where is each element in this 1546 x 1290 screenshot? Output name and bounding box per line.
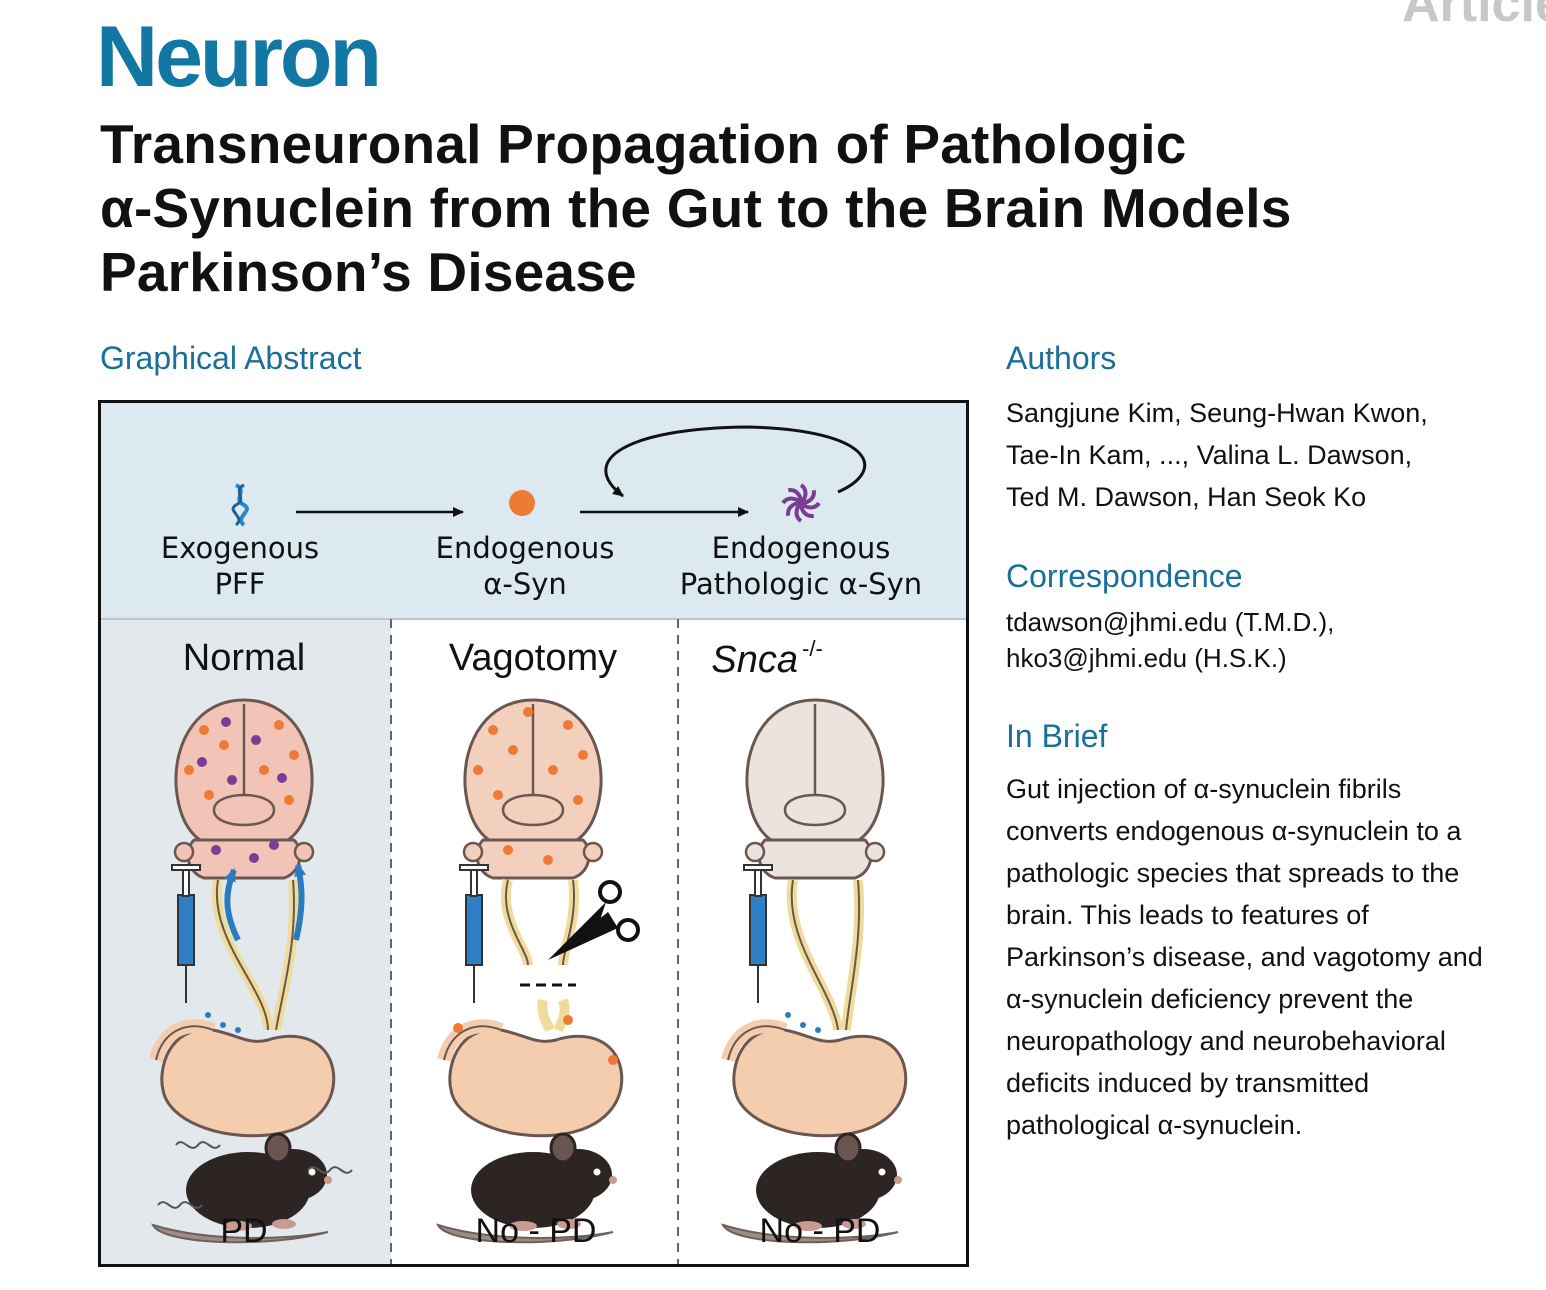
pff-fibril-icon — [231, 483, 249, 527]
graphical-abstract-figure: Exogenous PFF Endogenous α-Syn Endogenou… — [98, 400, 969, 1267]
label-endogenous-2: Endogenous — [712, 531, 891, 565]
label-exogenous: Exogenous — [161, 531, 319, 565]
in-brief-line: Parkinson’s disease, and vagotomy and — [1006, 942, 1483, 972]
brain-vagotomy — [462, 698, 604, 880]
title-line-1: Transneuronal Propagation of Pathologic — [100, 113, 1187, 175]
brain-normal — [173, 698, 315, 880]
in-brief-line: pathologic species that spreads to the — [1006, 858, 1460, 888]
in-brief-line: pathological α-synuclein. — [1006, 1110, 1303, 1140]
graphical-abstract-heading: Graphical Abstract — [100, 340, 362, 376]
label-pff: PFF — [215, 567, 266, 601]
in-brief-line: Gut injection of α-synuclein fibrils — [1006, 774, 1402, 804]
correspondence-list: tdawson@jhmi.edu (T.M.D.), hko3@jhmi.edu… — [1006, 604, 1334, 676]
panel-title-snca-superscript: -/- — [802, 636, 823, 661]
outcome-vagotomy: No - PD — [476, 1212, 597, 1250]
authors-line: Ted M. Dawson, Han Seok Ko — [1006, 482, 1367, 512]
outcome-snca: No - PD — [760, 1212, 881, 1250]
feedback-loop-arrow — [604, 425, 867, 498]
in-brief-line: α-synuclein deficiency prevent the — [1006, 984, 1414, 1014]
panel-title-normal: Normal — [183, 637, 305, 679]
scissors-icon — [548, 880, 640, 960]
endogenous-asyn-icon — [509, 490, 535, 516]
in-brief-heading: In Brief — [1006, 718, 1108, 754]
in-brief-line: converts endogenous α-synuclein to a — [1006, 816, 1462, 846]
article-title: Transneuronal Propagation of Pathologic … — [100, 112, 1420, 304]
in-brief-line: neuropathology and neurobehavioral — [1006, 1026, 1446, 1056]
in-brief-line: deficits induced by transmitted — [1006, 1068, 1370, 1098]
in-brief-text: Gut injection of α-synuclein fibrils con… — [1006, 768, 1546, 1146]
propagation-arrow-right — [293, 863, 307, 941]
correspondence-email[interactable]: tdawson@jhmi.edu (T.M.D.), — [1006, 607, 1335, 637]
panel-title-vagotomy: Vagotomy — [449, 637, 617, 679]
brain-snca — [744, 698, 886, 880]
correspondence-email[interactable]: hko3@jhmi.edu (H.S.K.) — [1006, 643, 1287, 673]
journal-name: Neuron — [96, 9, 382, 105]
article-type-label: Article — [1402, 0, 1546, 33]
panel-title-snca: Snca — [711, 639, 798, 681]
authors-line: Tae-In Kam, ..., Valina L. Dawson, — [1006, 440, 1413, 470]
title-line-2: α-Synuclein from the Gut to the Brain Mo… — [100, 177, 1292, 239]
in-brief-line: brain. This leads to features of — [1006, 900, 1369, 930]
label-asyn: α-Syn — [483, 567, 567, 601]
title-line-3: Parkinson’s Disease — [100, 241, 637, 303]
authors-list: Sangjune Kim, Seung-Hwan Kwon, Tae-In Ka… — [1006, 392, 1428, 518]
correspondence-heading: Correspondence — [1006, 558, 1243, 594]
authors-line: Sangjune Kim, Seung-Hwan Kwon, — [1006, 398, 1428, 428]
authors-heading: Authors — [1006, 340, 1117, 376]
propagation-arrow-left — [224, 868, 241, 942]
outcome-normal: PD — [220, 1212, 267, 1250]
pathologic-asyn-icon — [781, 483, 821, 523]
label-pathologic-asyn: Pathologic α-Syn — [680, 567, 922, 601]
label-endogenous-1: Endogenous — [436, 531, 615, 565]
